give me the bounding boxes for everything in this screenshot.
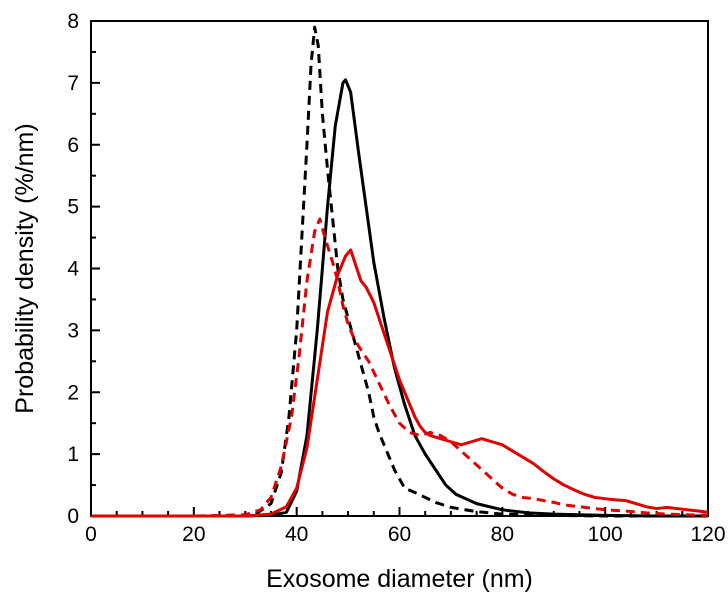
x-tick-label: 60 [388, 523, 411, 546]
x-tick-label: 120 [690, 523, 725, 546]
series-line-4 [91, 217, 709, 518]
y-tick-label: 6 [67, 134, 79, 157]
x-axis-title: Exosome diameter (nm) [266, 565, 533, 593]
y-axis-title: Probability density (%/nm) [11, 123, 39, 413]
series-line-2 [91, 25, 708, 518]
y-tick-label: 0 [67, 505, 79, 528]
x-tick-label: 80 [491, 523, 514, 546]
series-line-3 [91, 248, 709, 518]
y-tick-label: 7 [67, 72, 79, 95]
y-tick-label: 8 [67, 10, 79, 33]
x-tick-label: 20 [182, 523, 205, 546]
tick-labels: 0 20 40 60 80 100 120 0 1 2 3 4 5 6 7 8 [67, 10, 725, 546]
y-tick-label: 1 [67, 443, 79, 466]
plot-frame [90, 20, 709, 517]
y-tick-label: 5 [67, 196, 79, 219]
axes [90, 20, 709, 517]
series-line-1 [91, 78, 708, 518]
y-tick-label: 4 [67, 258, 79, 281]
y-tick-label: 3 [67, 319, 79, 342]
x-tick-label: 0 [85, 523, 97, 546]
x-tick-label: 40 [285, 523, 308, 546]
series-lines [91, 25, 709, 518]
y-tick-label: 2 [67, 381, 79, 404]
x-tick-label: 100 [588, 523, 623, 546]
